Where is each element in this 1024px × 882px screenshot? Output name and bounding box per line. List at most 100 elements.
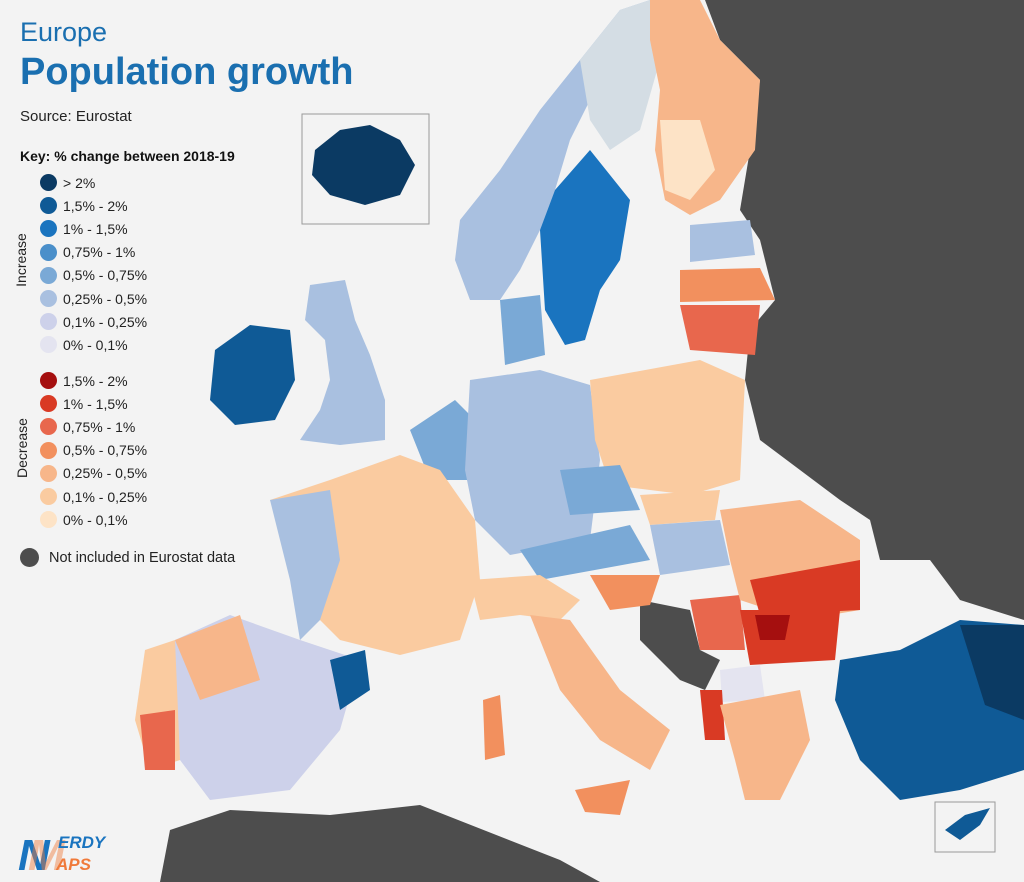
sicily-region bbox=[575, 780, 630, 815]
hungary-region bbox=[650, 520, 730, 575]
increase-side-label: Increase bbox=[12, 233, 29, 287]
increase-label: 1% - 1,5% bbox=[63, 220, 128, 237]
decrease-label: 0% - 0,1% bbox=[63, 511, 128, 528]
north-macedonia-region bbox=[720, 665, 765, 702]
increase-label: 1,5% - 2% bbox=[63, 197, 128, 214]
germany-region bbox=[465, 370, 600, 555]
sardinia-region bbox=[483, 695, 505, 760]
spain-northwest-region bbox=[175, 615, 260, 700]
decrease-legend-item: 0,5% - 0,75% bbox=[40, 439, 147, 462]
decrease-swatch bbox=[40, 511, 57, 529]
turkey-east-region bbox=[960, 625, 1024, 720]
source-note: Source: Eurostat bbox=[20, 108, 132, 125]
increase-legend-item: > 2% bbox=[40, 171, 147, 194]
lithuania-region bbox=[680, 305, 760, 355]
increase-legend-item: 0% - 0,1% bbox=[40, 333, 147, 356]
title-block: Europe Population growth Source: Eurosta… bbox=[20, 16, 354, 125]
latvia-region bbox=[680, 268, 775, 302]
increase-legend-item: 1% - 1,5% bbox=[40, 217, 147, 240]
decrease-legend-item: 0% - 0,1% bbox=[40, 508, 147, 531]
decrease-legend-item: 1,5% - 2% bbox=[40, 369, 147, 392]
increase-legend-item: 0,5% - 0,75% bbox=[40, 264, 147, 287]
increase-legend-item: 0,1% - 0,25% bbox=[40, 310, 147, 333]
decrease-swatch bbox=[40, 464, 57, 482]
serbia-region bbox=[690, 595, 745, 650]
poland-region bbox=[590, 360, 745, 495]
ireland-region bbox=[210, 325, 295, 425]
decrease-legend-item: 0,1% - 0,25% bbox=[40, 485, 147, 508]
not-included-label: Not included in Eurostat data bbox=[49, 549, 236, 566]
portugal-south-region bbox=[140, 710, 175, 770]
increase-label: 0% - 0,1% bbox=[63, 336, 128, 353]
decrease-swatch bbox=[40, 488, 57, 506]
decrease-label: 1% - 1,5% bbox=[63, 395, 128, 412]
increase-swatch bbox=[40, 220, 57, 238]
increase-legend-item: 0,75% - 1% bbox=[40, 241, 147, 264]
svg-text:N: N bbox=[18, 831, 51, 874]
austria-region bbox=[520, 525, 650, 580]
legend-decrease-group: 1,5% - 2% 1% - 1,5% 0,75% - 1% 0,5% - 0,75%… bbox=[40, 369, 147, 531]
decrease-side-label: Decrease bbox=[13, 418, 30, 478]
decrease-legend-item: 0,25% - 0,5% bbox=[40, 462, 147, 485]
albania-region bbox=[700, 690, 725, 740]
finland-south-region bbox=[660, 120, 715, 200]
decrease-label: 0,75% - 1% bbox=[63, 418, 136, 435]
map-title: Population growth bbox=[20, 51, 354, 93]
denmark-region bbox=[500, 295, 545, 365]
not-included-swatch bbox=[20, 548, 39, 567]
increase-swatch bbox=[40, 197, 57, 215]
non-eurostat-north-africa bbox=[160, 805, 600, 882]
decrease-label: 0,5% - 0,75% bbox=[63, 442, 148, 459]
legend-increase-group: > 2% 1,5% - 2% 1% - 1,5% 0,75% - 1% 0,5% - 0… bbox=[40, 171, 147, 357]
bulgaria-region bbox=[740, 610, 840, 665]
increase-swatch bbox=[40, 290, 57, 308]
croatia-slovenia-region bbox=[590, 575, 660, 610]
sweden-south-region bbox=[540, 150, 630, 345]
increase-legend-item: 1,5% - 2% bbox=[40, 194, 147, 217]
czechia-region bbox=[560, 465, 640, 515]
decrease-swatch bbox=[40, 372, 57, 390]
non-eurostat-east-region bbox=[705, 0, 1024, 620]
slovakia-region bbox=[640, 490, 720, 525]
estonia-region bbox=[690, 220, 755, 262]
benelux-region bbox=[410, 400, 475, 480]
increase-label: 0,1% - 0,25% bbox=[63, 313, 148, 330]
cyprus-region bbox=[945, 808, 990, 840]
decrease-swatch bbox=[40, 418, 57, 436]
greece-region bbox=[720, 690, 810, 800]
spain-catalonia-region bbox=[330, 650, 370, 710]
romania-south-region bbox=[750, 560, 860, 615]
sweden-north-region bbox=[580, 0, 660, 150]
decrease-label: 1,5% - 2% bbox=[63, 372, 128, 389]
increase-label: 0,75% - 1% bbox=[63, 244, 136, 261]
increase-swatch bbox=[40, 266, 57, 284]
key-title: Key: % change between 2018-19 bbox=[20, 148, 235, 164]
svg-text:M: M bbox=[28, 831, 66, 874]
decrease-swatch bbox=[40, 395, 57, 413]
increase-swatch bbox=[40, 336, 57, 354]
great-britain-region bbox=[300, 280, 385, 445]
increase-label: > 2% bbox=[63, 174, 96, 191]
increase-label: 0,25% - 0,5% bbox=[63, 290, 148, 307]
iceland-region bbox=[312, 125, 415, 205]
increase-swatch bbox=[40, 313, 57, 331]
decrease-label: 0,25% - 0,5% bbox=[63, 465, 148, 482]
map-region-label: Europe bbox=[20, 17, 108, 47]
bulgaria-northwest-region bbox=[755, 615, 790, 640]
increase-label: 0,5% - 0,75% bbox=[63, 267, 148, 284]
logo-text-top: ERDY bbox=[58, 833, 107, 852]
decrease-swatch bbox=[40, 441, 57, 459]
increase-swatch bbox=[40, 243, 57, 261]
legend-not-included: Not included in Eurostat data bbox=[20, 548, 235, 567]
non-eurostat-balkans bbox=[640, 600, 720, 690]
decrease-label: 0,1% - 0,25% bbox=[63, 488, 148, 505]
decrease-legend-item: 1% - 1,5% bbox=[40, 392, 147, 415]
italy-north-region bbox=[470, 575, 580, 620]
decrease-legend-item: 0,75% - 1% bbox=[40, 415, 147, 438]
increase-legend-item: 0,25% - 0,5% bbox=[40, 287, 147, 310]
increase-swatch bbox=[40, 174, 57, 192]
france-west-region bbox=[270, 490, 340, 640]
italy-peninsula-region bbox=[530, 615, 670, 770]
logo-text-bottom: APS bbox=[55, 855, 92, 874]
